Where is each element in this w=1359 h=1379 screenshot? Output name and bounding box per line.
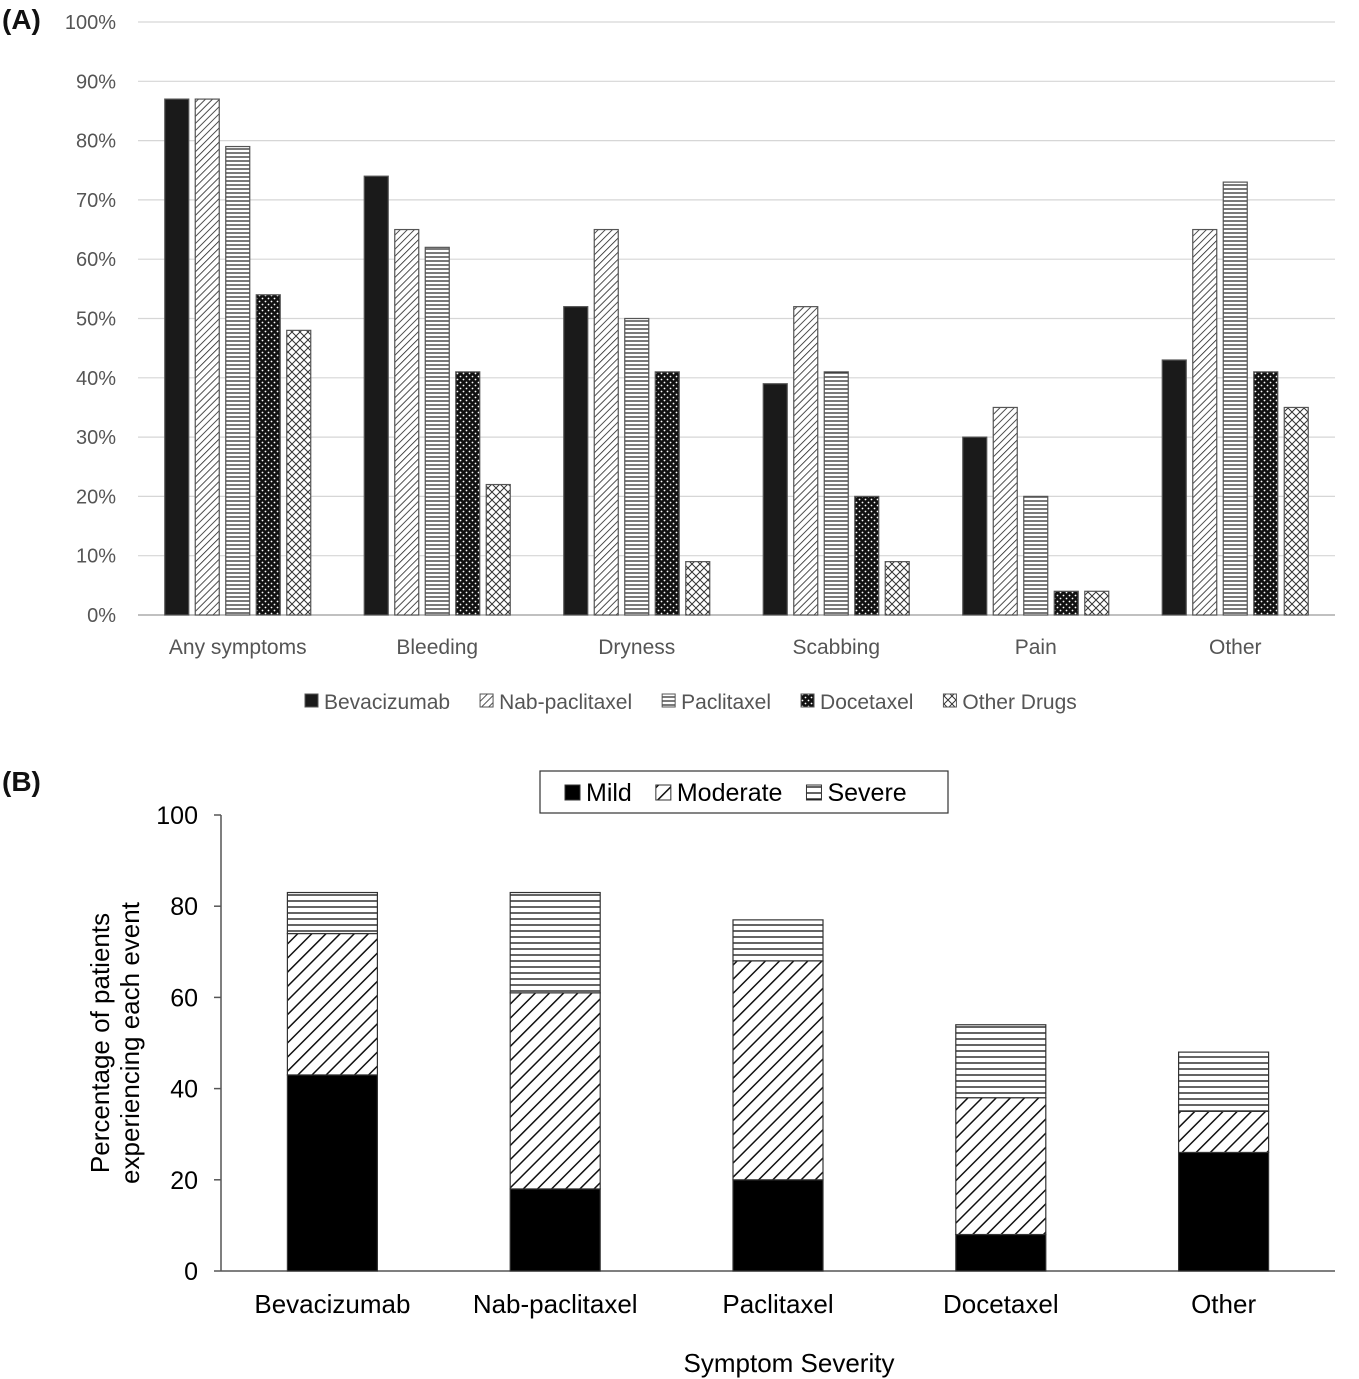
legend-swatch-nab-paclitaxel — [479, 693, 494, 708]
x-tick-label: Docetaxel — [943, 1289, 1059, 1319]
legend-swatch-bevacizumab — [304, 693, 319, 708]
x-tick-label: Any symptoms — [169, 636, 307, 659]
legend-label-nab-paclitaxel: Nab-paclitaxel — [499, 691, 632, 714]
legend-swatch-severe — [805, 784, 822, 801]
x-axis-title: Symptom Severity — [684, 1348, 895, 1378]
bar-docetaxel-bleeding — [455, 371, 481, 616]
x-tick-label: Paclitaxel — [722, 1289, 833, 1319]
bar-moderate-paclitaxel — [732, 960, 824, 1181]
legend-swatch-other-drugs — [942, 693, 957, 708]
bar-moderate-other — [1177, 1110, 1270, 1154]
bar-nab-paclitaxel-other — [1192, 228, 1218, 616]
bar-other-drugs-scabbing — [884, 561, 910, 616]
bar-severe-other — [1177, 1051, 1270, 1112]
bar-bevacizumab-scabbing — [762, 383, 788, 616]
y-axis-title-line1: Percentage of patients — [85, 913, 115, 1173]
bar-paclitaxel-other — [1222, 181, 1248, 616]
bar-other-drugs-dryness — [685, 561, 711, 616]
y-tick-label: 100 — [156, 802, 198, 830]
bar-nab-paclitaxel-any-symptoms — [194, 98, 220, 616]
bar-bevacizumab-other — [1161, 359, 1187, 616]
x-tick-label: Scabbing — [792, 636, 880, 659]
y-tick-label: 0 — [184, 1258, 198, 1286]
chart-a: 0% 10% 20% 30% 40% 50% 60% 70% 80% 90% 100% Any sym… — [65, 12, 1335, 714]
y-axis-title: Percentage of patientsexperiencing each … — [85, 901, 145, 1184]
bar-docetaxel-pain — [1053, 590, 1079, 616]
bar-other-drugs-any-symptoms — [286, 329, 312, 616]
y-tick-label: 80 — [170, 893, 198, 921]
bar-other-drugs-other — [1283, 406, 1309, 616]
y-tick-label: 40% — [76, 368, 116, 390]
x-tick-label: Other — [1191, 1289, 1256, 1319]
bar-bevacizumab-bleeding — [363, 175, 389, 616]
bar-docetaxel-any-symptoms — [255, 294, 281, 616]
bar-moderate-docetaxel — [955, 1097, 1047, 1236]
bar-severe-docetaxel — [955, 1024, 1047, 1099]
bar-mild-docetaxel — [955, 1233, 1047, 1272]
x-tick-label: Nab-paclitaxel — [473, 1289, 638, 1319]
bar-mild-paclitaxel — [732, 1179, 824, 1272]
y-tick-label: 10% — [76, 546, 116, 568]
y-tick-label: 20 — [170, 1167, 198, 1195]
y-tick-label: 0% — [87, 605, 116, 627]
bar-moderate-nab-paclitaxel — [509, 992, 601, 1190]
bar-docetaxel-scabbing — [854, 495, 880, 616]
y-tick-label: 100% — [65, 12, 116, 34]
y-tick-label: 60% — [76, 249, 116, 271]
y-tick-label: 60 — [170, 984, 198, 1012]
y-tick-label: 20% — [76, 486, 116, 508]
legend-label-bevacizumab: Bevacizumab — [324, 691, 450, 714]
x-tick-label: Bleeding — [396, 636, 478, 659]
bar-mild-bevacizumab — [286, 1074, 378, 1272]
y-tick-label: 70% — [76, 190, 116, 212]
bar-other-drugs-bleeding — [485, 483, 511, 616]
bar-bevacizumab-dryness — [563, 306, 589, 616]
x-tick-label: Bevacizumab — [254, 1289, 410, 1319]
bar-severe-bevacizumab — [286, 891, 378, 935]
legend-label-severe: Severe — [827, 779, 906, 807]
y-tick-label: 50% — [76, 309, 116, 331]
bar-moderate-bevacizumab — [286, 932, 378, 1076]
bar-nab-paclitaxel-bleeding — [394, 228, 420, 616]
bar-docetaxel-dryness — [654, 371, 680, 616]
chart-b: 0 20 40 60 80 100 Bevacizumab Nab-paclitaxel Pac… — [85, 770, 1335, 1378]
bar-severe-paclitaxel — [732, 919, 824, 962]
bar-paclitaxel-bleeding — [424, 246, 450, 616]
y-tick-label: 40 — [170, 1076, 198, 1104]
x-tick-label: Pain — [1015, 636, 1057, 659]
legend-swatch-docetaxel — [800, 693, 815, 708]
bar-severe-nab-paclitaxel — [509, 891, 601, 994]
legend-label-moderate: Moderate — [677, 779, 783, 807]
y-tick-label: 90% — [76, 71, 116, 93]
legend-swatch-paclitaxel — [661, 693, 676, 708]
bar-nab-paclitaxel-pain — [992, 406, 1018, 616]
bar-bevacizumab-pain — [962, 436, 988, 616]
legend-label-paclitaxel: Paclitaxel — [681, 691, 771, 714]
bar-paclitaxel-pain — [1023, 495, 1049, 616]
panel-a-label: (A) — [2, 4, 41, 35]
x-tick-label: Other — [1209, 636, 1262, 659]
x-tick-label: Dryness — [598, 636, 675, 659]
bar-paclitaxel-any-symptoms — [225, 145, 251, 616]
bar-paclitaxel-dryness — [624, 317, 650, 616]
y-axis-title-line2: experiencing each event — [115, 901, 145, 1184]
legend-swatch-mild — [564, 784, 581, 801]
legend-label-other-drugs: Other Drugs — [962, 691, 1076, 714]
bar-nab-paclitaxel-scabbing — [793, 306, 819, 616]
bar-nab-paclitaxel-dryness — [593, 228, 619, 616]
legend-label-docetaxel: Docetaxel — [820, 691, 913, 714]
panel-b-label: (B) — [2, 766, 41, 797]
legend-swatch-moderate — [655, 784, 672, 801]
y-tick-label: 80% — [76, 131, 116, 153]
bar-other-drugs-pain — [1084, 590, 1110, 616]
bar-mild-other — [1177, 1151, 1270, 1272]
bar-mild-nab-paclitaxel — [509, 1188, 601, 1272]
legend-label-mild: Mild — [586, 779, 632, 807]
bar-bevacizumab-any-symptoms — [164, 98, 190, 616]
bar-docetaxel-other — [1253, 371, 1279, 616]
bar-paclitaxel-scabbing — [823, 371, 849, 616]
legend-box — [539, 770, 949, 814]
y-tick-label: 30% — [76, 427, 116, 449]
